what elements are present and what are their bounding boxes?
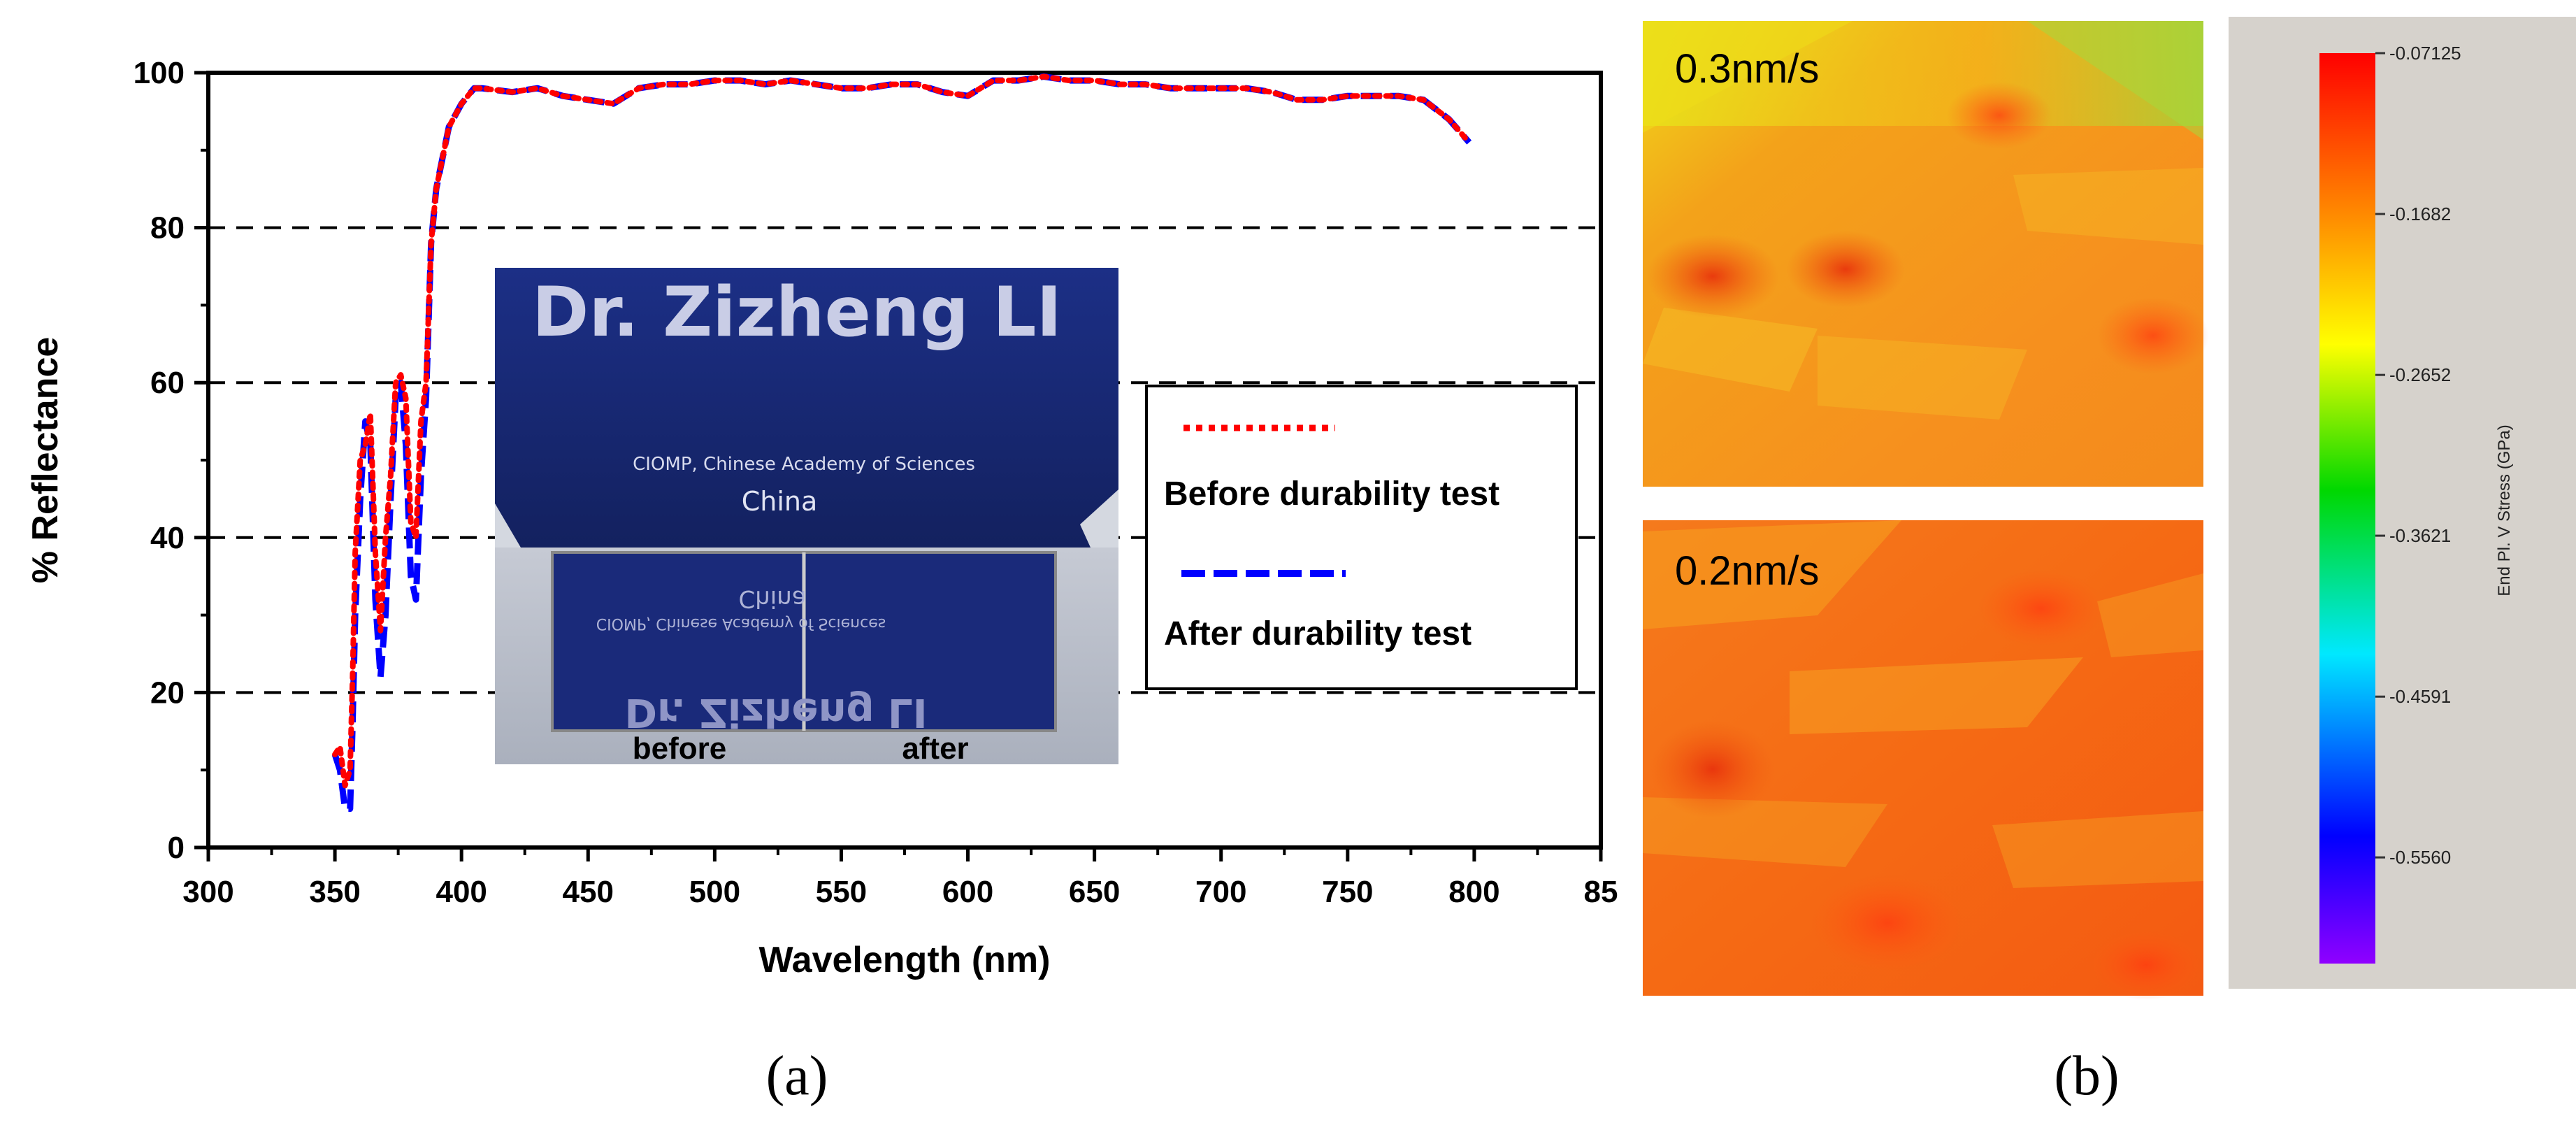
stress-map-label-0.3: 0.3nm/s bbox=[1675, 46, 1819, 92]
x-tick-label: 800 bbox=[1448, 875, 1499, 909]
sign-country: China bbox=[742, 486, 818, 517]
mirror-before bbox=[551, 551, 805, 732]
legend-box bbox=[1145, 385, 1578, 690]
legend-label-before: Before durability test bbox=[1164, 475, 1499, 513]
colorbar-tick-label: -0.1682 bbox=[2389, 203, 2451, 224]
x-tick-label: 350 bbox=[309, 875, 360, 909]
mirror-country: China bbox=[738, 585, 806, 613]
colorbar-tick-label: -0.5560 bbox=[2389, 847, 2451, 868]
y-tick-label: 100 bbox=[134, 56, 185, 90]
y-axis-label: % Reflectance bbox=[25, 337, 66, 584]
x-tick-label: 600 bbox=[942, 875, 993, 909]
mirror-title: Dr. Zizheng LI bbox=[624, 689, 927, 735]
colorbar-title: End Pl. V Stress (GPa) bbox=[2495, 424, 2514, 596]
x-tick-label: 750 bbox=[1322, 875, 1373, 909]
plot-frame bbox=[206, 71, 1603, 850]
label-after: after bbox=[902, 731, 968, 766]
colorbar: -0.07125 -0.1682 -0.2652 -0.3621 -0.4591 -0.5… bbox=[2229, 17, 2576, 989]
series-line-before-durability-test bbox=[332, 73, 1472, 789]
y-tick-label: 40 bbox=[150, 521, 185, 555]
panel-label-b: (b) bbox=[2054, 1045, 2119, 1107]
x-tick-label: 300 bbox=[182, 875, 233, 909]
legend: Before durability test After durability … bbox=[1145, 385, 1578, 690]
mirror-after bbox=[803, 551, 1057, 732]
x-tick-label: 700 bbox=[1195, 875, 1246, 909]
x-tick-label: 550 bbox=[816, 875, 867, 909]
x-tick-label: 450 bbox=[563, 875, 614, 909]
x-axis-label: Wavelength (nm) bbox=[759, 940, 1051, 980]
stress-map-0.2: 0.2nm/s bbox=[1643, 520, 2203, 1000]
x-tick-label: 650 bbox=[1069, 875, 1120, 909]
y-axis-ticks: 0 20 40 60 80 100 bbox=[134, 56, 208, 865]
series-layer bbox=[331, 73, 1472, 813]
photo-sign bbox=[495, 268, 1118, 548]
colorbar-tick-label: -0.3621 bbox=[2389, 525, 2451, 546]
colorbar-tick-label: -0.07125 bbox=[2389, 43, 2461, 64]
y-tick-label: 60 bbox=[150, 366, 185, 400]
colorbar-ticks: -0.07125 -0.1682 -0.2652 -0.3621 -0.4591 -0.5… bbox=[2375, 43, 2461, 868]
stress-map-0.3: 0.3nm/s bbox=[1643, 21, 2209, 487]
mirror-org: CIOMP, Chinese Academy of Sciences bbox=[596, 615, 886, 632]
panel-label-a: (a) bbox=[766, 1045, 828, 1107]
sign-title: Dr. Zizheng LI bbox=[532, 273, 1062, 352]
x-axis-ticks: 300 350 400 450 500 550 600 650 700 750 800 85 bbox=[182, 847, 1618, 909]
stress-map-label-0.2: 0.2nm/s bbox=[1675, 548, 1819, 594]
reflectance-chart: 300 350 400 450 500 550 600 650 700 750 800 85 0 20 4… bbox=[25, 56, 1618, 980]
legend-label-after: After durability test bbox=[1164, 615, 1472, 652]
inset-photo: Dr. Zizheng LI CIOMP, Chinese Academy of… bbox=[495, 268, 1118, 766]
colorbar-background bbox=[2229, 17, 2576, 989]
x-tick-label: 85 bbox=[1584, 875, 1618, 909]
y-tick-label: 80 bbox=[150, 211, 185, 245]
sign-org: CIOMP, Chinese Academy of Sciences bbox=[633, 454, 975, 475]
colorbar-tick-label: -0.2652 bbox=[2389, 364, 2451, 385]
y-tick-label: 20 bbox=[150, 675, 185, 710]
colorbar-tick-label: -0.4591 bbox=[2389, 686, 2451, 707]
x-tick-label: 500 bbox=[689, 875, 740, 909]
y-tick-label: 0 bbox=[168, 831, 185, 865]
colorbar-gradient bbox=[2319, 53, 2375, 964]
x-tick-label: 400 bbox=[436, 875, 487, 909]
label-before: before bbox=[633, 731, 726, 766]
